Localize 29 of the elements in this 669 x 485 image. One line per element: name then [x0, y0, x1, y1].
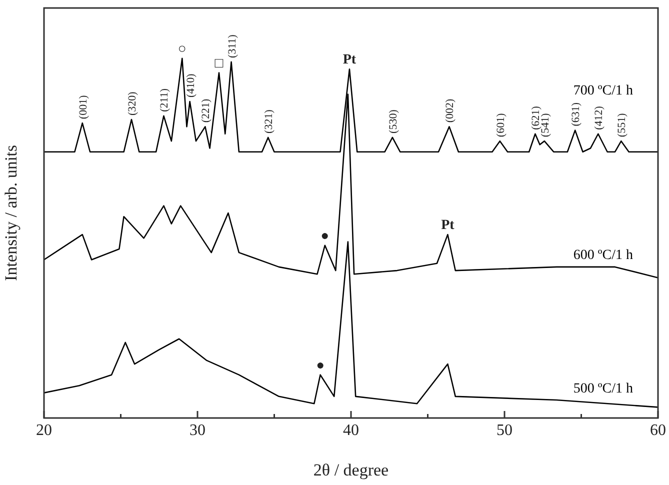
annotation: (551): [616, 112, 628, 138]
annotation: ●: [316, 358, 325, 374]
annotation: (410): [184, 73, 197, 98]
annotation: Pt: [342, 52, 356, 68]
x-tick-label: 60: [650, 422, 666, 439]
annotation: (002): [444, 98, 456, 123]
series-label: 600 ºC/1 h: [573, 248, 633, 263]
series-label: 500 ºC/1 h: [573, 381, 633, 396]
x-tick-label: 40: [343, 422, 359, 439]
x-tick-label: 50: [496, 422, 512, 439]
annotation: (601): [494, 112, 507, 138]
annotation: (631): [570, 102, 582, 126]
annotation: ●: [320, 228, 330, 244]
text: 700 ºC/1 h: [573, 83, 633, 98]
annotation: (311): [226, 34, 238, 58]
x-axis-title: 2θ / degree: [313, 460, 389, 480]
annotation: (001): [77, 94, 90, 120]
y-axis-title: Intensity / arb. units: [2, 145, 21, 281]
annotation: Pt: [441, 218, 455, 234]
annotation: ○: [178, 42, 186, 57]
annotation: (412): [593, 106, 606, 130]
annotation: (320): [126, 91, 138, 116]
annotation: (530): [387, 109, 400, 134]
annotation: □: [214, 56, 224, 72]
x-tick-label: 20: [36, 422, 52, 439]
x-tick-label: 30: [190, 422, 206, 439]
annotation: (211): [158, 88, 171, 112]
annotation: (221): [200, 98, 212, 123]
annotation: (321): [263, 109, 276, 134]
